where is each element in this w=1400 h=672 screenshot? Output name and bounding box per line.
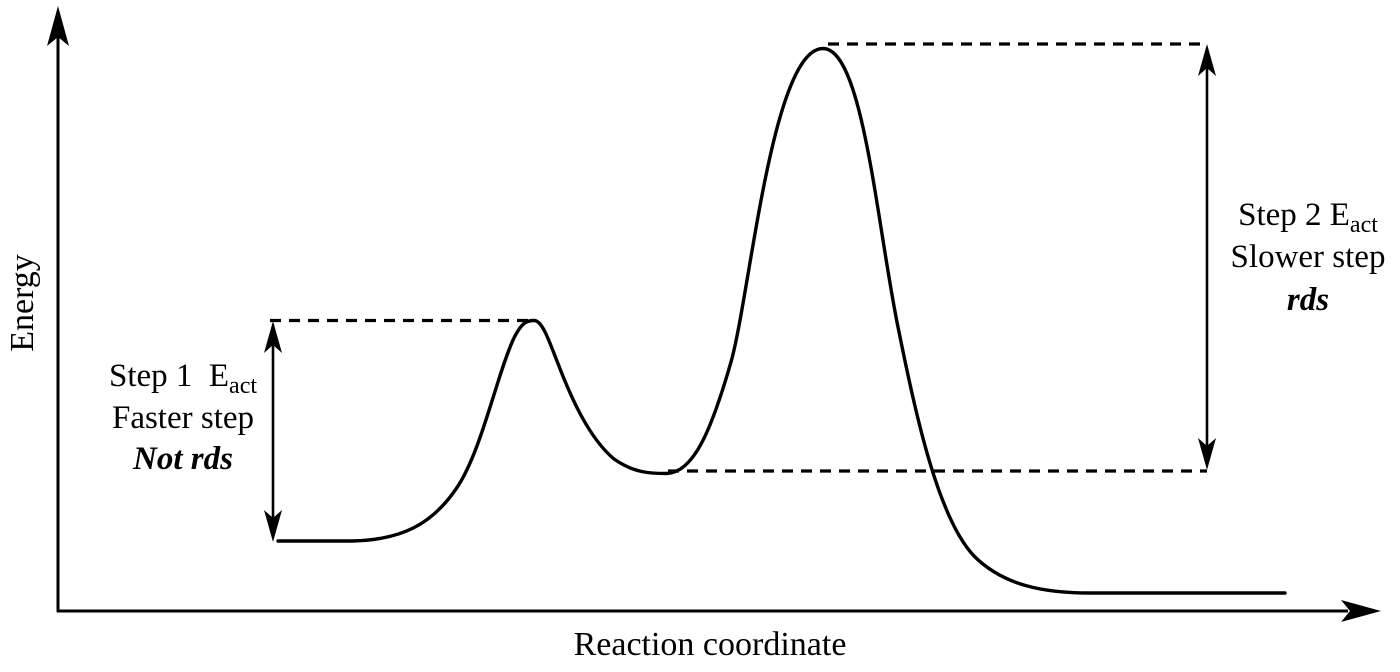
- step2-line1: Step 2 Eact: [1238, 197, 1378, 238]
- step2-line1-subscript: act: [1350, 212, 1378, 238]
- step2-line1-text: Step 2 E: [1238, 197, 1350, 233]
- step1-line3-not-rds: Not rds: [132, 441, 233, 477]
- arrowhead-down-icon: [1198, 438, 1216, 470]
- step2-line3-rds: rds: [1287, 282, 1329, 318]
- y-axis: [47, 6, 69, 612]
- arrowhead-down-icon: [264, 510, 282, 542]
- x-axis-arrowhead-icon: [1341, 600, 1381, 622]
- x-axis: [57, 600, 1381, 622]
- arrowhead-up-icon: [1198, 44, 1216, 76]
- y-axis-arrowhead-icon: [47, 6, 69, 46]
- arrowhead-up-icon: [264, 321, 282, 353]
- energy-curve: [276, 46, 1287, 595]
- step1-line1: Step 1 Eact: [109, 358, 257, 399]
- step1-line1-subscript: act: [229, 373, 257, 399]
- step2-line2: Slower step: [1231, 239, 1386, 275]
- step1-eact-arrow: [264, 321, 282, 542]
- step1-annotation: Step 1 Eact Faster step Not rds: [109, 358, 257, 477]
- step1-line1-text: Step 1 E: [109, 358, 229, 394]
- x-axis-label: Reaction coordinate: [574, 626, 847, 663]
- y-axis-label: Energy: [4, 254, 41, 352]
- step2-eact-arrow: [1198, 44, 1216, 470]
- step2-annotation: Step 2 Eact Slower step rds: [1231, 197, 1386, 318]
- step1-line2: Faster step: [112, 400, 254, 436]
